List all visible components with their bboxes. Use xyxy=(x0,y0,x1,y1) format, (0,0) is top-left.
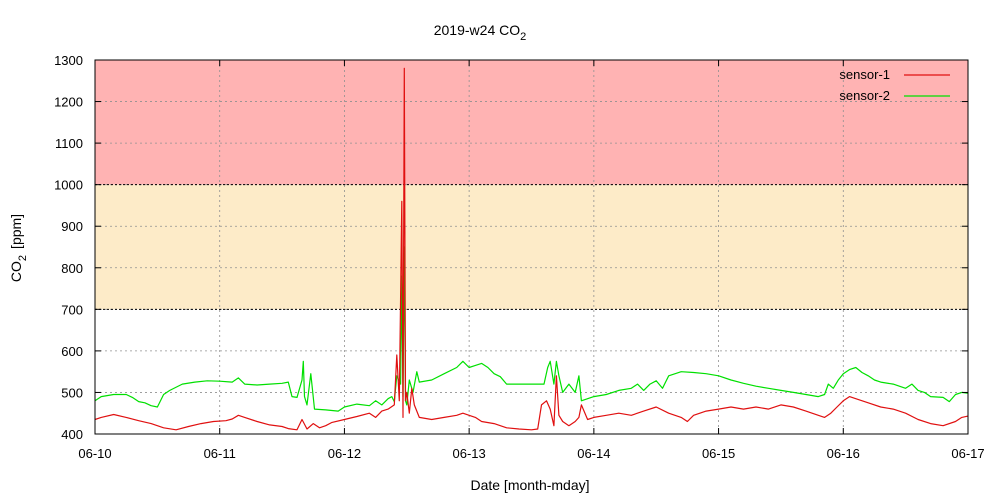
legend: sensor-1 sensor-2 xyxy=(839,67,950,103)
y-axis-ticks: 400 500 600 700 800 900 1000 1100 1200 1300 xyxy=(54,53,968,442)
x-tick-label-06-13: 06-13 xyxy=(453,446,486,461)
threshold-bands xyxy=(95,60,968,310)
y-axis-label-subscript: 2 xyxy=(17,255,29,261)
x-tick-label-06-12: 06-12 xyxy=(328,446,361,461)
y-axis-label-text: CO xyxy=(8,261,24,282)
x-tick-label-06-15: 06-15 xyxy=(702,446,735,461)
x-tick-label-06-11: 06-11 xyxy=(204,446,236,461)
y-tick-label-1100: 1100 xyxy=(55,136,83,151)
x-axis-ticks: 06-10 06-11 06-12 06-13 06-14 06-15 06-16 06-17 xyxy=(78,60,985,461)
series-line-sensor-1 xyxy=(94,67,969,431)
legend-label-sensor-1: sensor-1 xyxy=(839,67,890,82)
y-tick-label-1300: 1300 xyxy=(54,53,83,68)
y-tick-label-700: 700 xyxy=(61,302,83,317)
x-axis-label: Date [month-mday] xyxy=(470,477,589,493)
x-tick-label-06-14: 06-14 xyxy=(577,446,610,461)
y-tick-label-800: 800 xyxy=(61,261,83,276)
chart-title-subscript: 2 xyxy=(520,31,526,43)
series-lines xyxy=(94,67,969,431)
band-1000-1300 xyxy=(95,60,968,185)
svg-text:CO2[ppm]: CO2 [ppm] xyxy=(8,214,29,282)
chart-title-text: 2019-w24 CO xyxy=(434,22,520,38)
x-tick-label-06-16: 06-16 xyxy=(827,446,860,461)
x-tick-label-06-10: 06-10 xyxy=(78,446,111,461)
chart-title: 2019-w24 CO2 xyxy=(434,22,527,43)
y-tick-label-900: 900 xyxy=(61,219,83,234)
y-tick-label-400: 400 xyxy=(61,427,83,442)
y-tick-label-600: 600 xyxy=(61,344,83,359)
legend-label-sensor-2: sensor-2 xyxy=(839,88,890,103)
band-700-1000 xyxy=(95,184,968,310)
y-tick-label-500: 500 xyxy=(61,385,83,400)
y-tick-label-1000: 1000 xyxy=(54,178,83,193)
y-axis-label-unit: [ppm] xyxy=(8,214,24,249)
x-tick-label-06-17: 06-17 xyxy=(951,446,984,461)
y-axis-label: CO2 [ppm] xyxy=(8,214,29,282)
y-tick-label-1200: 1200 xyxy=(54,95,83,110)
series-line-sensor-2 xyxy=(94,246,969,412)
plot-frame xyxy=(94,59,969,435)
